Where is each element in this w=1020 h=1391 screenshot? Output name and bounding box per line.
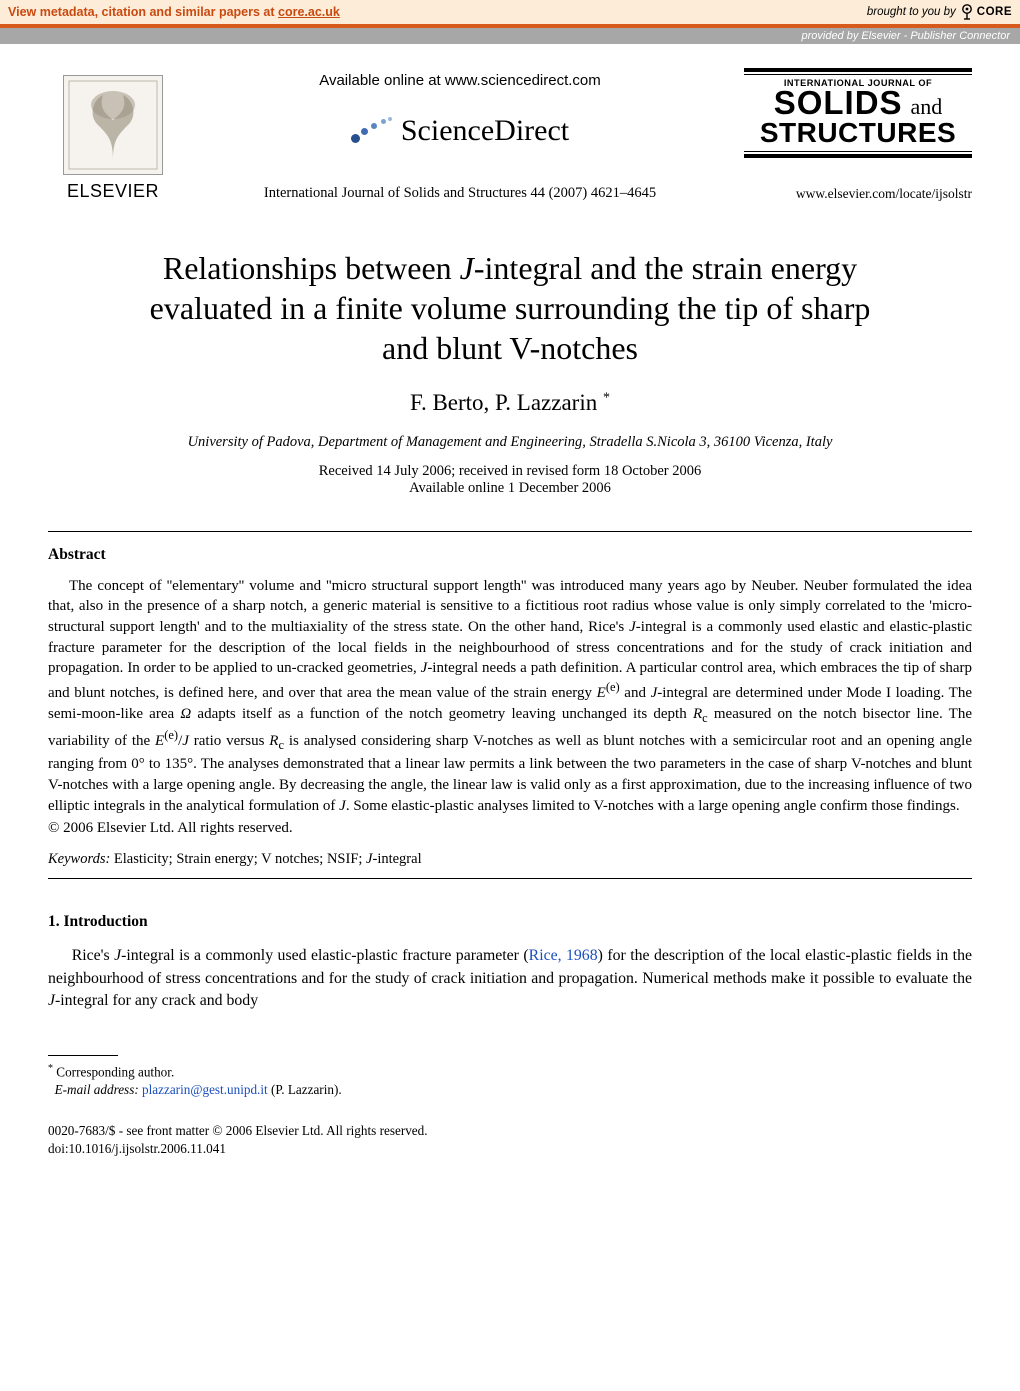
locate-url: www.elsevier.com/locate/ijsolstr	[796, 186, 972, 202]
footer-meta: 0020-7683/$ - see front matter © 2006 El…	[48, 1122, 972, 1158]
article-dates: Received 14 July 2006; received in revis…	[48, 463, 972, 497]
affiliation: University of Padova, Department of Mana…	[48, 434, 972, 451]
abstract-heading: Abstract	[48, 546, 972, 564]
available-online-text: Available online at www.sciencedirect.co…	[319, 72, 601, 89]
intro-body: Rice's J -integral is a commonly used ela…	[48, 945, 972, 1012]
header-center: Available online at www.sciencedirect.co…	[198, 68, 722, 202]
email-label: E-mail address:	[55, 1082, 139, 1097]
journal-header: ELSEVIER Available online at www.science…	[48, 68, 972, 202]
keywords: Keywords: Elasticity; Strain energy; V n…	[48, 851, 972, 868]
email-tail: (P. Lazzarin).	[268, 1082, 342, 1097]
brought-by-text: brought to you by	[867, 6, 956, 18]
title-segment: -integral and the strain energy	[474, 250, 857, 286]
corresponding-mark: *	[603, 390, 610, 405]
title-j: J	[460, 250, 474, 286]
footnote: * Corresponding author. E-mail address: …	[48, 1062, 972, 1100]
intro-segment: -integral for any crack and body	[55, 992, 258, 1009]
keywords-tail: -integral	[372, 851, 421, 867]
core-banner-right: brought to you by CORE	[867, 4, 1012, 20]
divider	[48, 878, 972, 879]
header-right: INTERNATIONAL JOURNAL OF SOLIDSand STRUC…	[742, 68, 972, 202]
abstract-text: The concept of ''elementary'' volume and…	[48, 576, 972, 817]
provided-bar: provided by Elsevier - Publisher Connect…	[0, 28, 1020, 44]
banner-prefix: View metadata, citation and similar pape…	[8, 5, 278, 19]
citation-link[interactable]: Rice, 1968	[529, 947, 598, 964]
elsevier-logo-block: ELSEVIER	[48, 68, 178, 202]
intro-j2: J	[48, 992, 55, 1009]
core-brand-text: CORE	[977, 6, 1012, 18]
corresponding-author-note: * Corresponding author.	[48, 1062, 972, 1082]
email-line: E-mail address: plazzarin@gest.unipd.it …	[48, 1081, 972, 1099]
title-segment: and blunt V-notches	[382, 330, 638, 366]
divider	[48, 531, 972, 532]
sciencedirect-logo: ScienceDirect	[351, 114, 569, 148]
ijss-and-text: and	[911, 94, 943, 119]
title-segment: evaluated in a finite volume surrounding…	[150, 290, 871, 326]
journal-reference: International Journal of Solids and Stru…	[264, 185, 656, 202]
article-title: Relationships between J-integral and the…	[48, 248, 972, 368]
email-link[interactable]: plazzarin@gest.unipd.it	[142, 1082, 268, 1097]
sciencedirect-text: ScienceDirect	[401, 114, 569, 148]
footnote-rule	[48, 1055, 118, 1056]
ijss-logo: INTERNATIONAL JOURNAL OF SOLIDSand STRUC…	[744, 68, 972, 160]
core-banner: View metadata, citation and similar pape…	[0, 0, 1020, 28]
keywords-label: Keywords:	[48, 851, 110, 867]
received-date: Received 14 July 2006; received in revis…	[48, 463, 972, 480]
core-icon	[960, 4, 974, 20]
author-names: F. Berto, P. Lazzarin	[410, 390, 603, 415]
available-date: Available online 1 December 2006	[48, 480, 972, 497]
introduction-section: 1. Introduction Rice's J -integral is a c…	[48, 913, 972, 1012]
footnote-text: Corresponding author.	[53, 1064, 174, 1079]
copyright-line: © 2006 Elsevier Ltd. All rights reserved…	[48, 820, 972, 837]
intro-heading: 1. Introduction	[48, 913, 972, 931]
keywords-text: Elasticity; Strain energy; V notches; NS…	[110, 851, 366, 867]
provided-prefix: provided by	[801, 30, 861, 42]
intro-segment: -integral is a commonly used elastic-pla…	[121, 947, 529, 964]
core-banner-left: View metadata, citation and similar pape…	[8, 5, 340, 19]
elsevier-wordmark: ELSEVIER	[67, 181, 159, 202]
ijss-structures-text: STRUCTURES	[744, 120, 972, 147]
provider-link[interactable]: Elsevier - Publisher Connector	[861, 30, 1010, 42]
core-link[interactable]: core.ac.uk	[278, 5, 340, 19]
intro-segment: Rice's	[72, 947, 114, 964]
title-segment: Relationships between	[163, 250, 460, 286]
abstract-body: The concept of ''elementary'' volume and…	[48, 576, 972, 817]
elsevier-tree-icon	[63, 75, 163, 175]
sciencedirect-dots-icon	[351, 117, 395, 145]
issn-line: 0020-7683/$ - see front matter © 2006 El…	[48, 1122, 972, 1140]
doi-line: doi:10.1016/j.ijsolstr.2006.11.041	[48, 1140, 972, 1158]
ijss-solids-text: SOLIDS	[774, 84, 903, 121]
authors: F. Berto, P. Lazzarin *	[48, 390, 972, 416]
core-logo[interactable]: CORE	[960, 4, 1012, 20]
intro-paragraph: Rice's J -integral is a commonly used ela…	[48, 945, 972, 1012]
